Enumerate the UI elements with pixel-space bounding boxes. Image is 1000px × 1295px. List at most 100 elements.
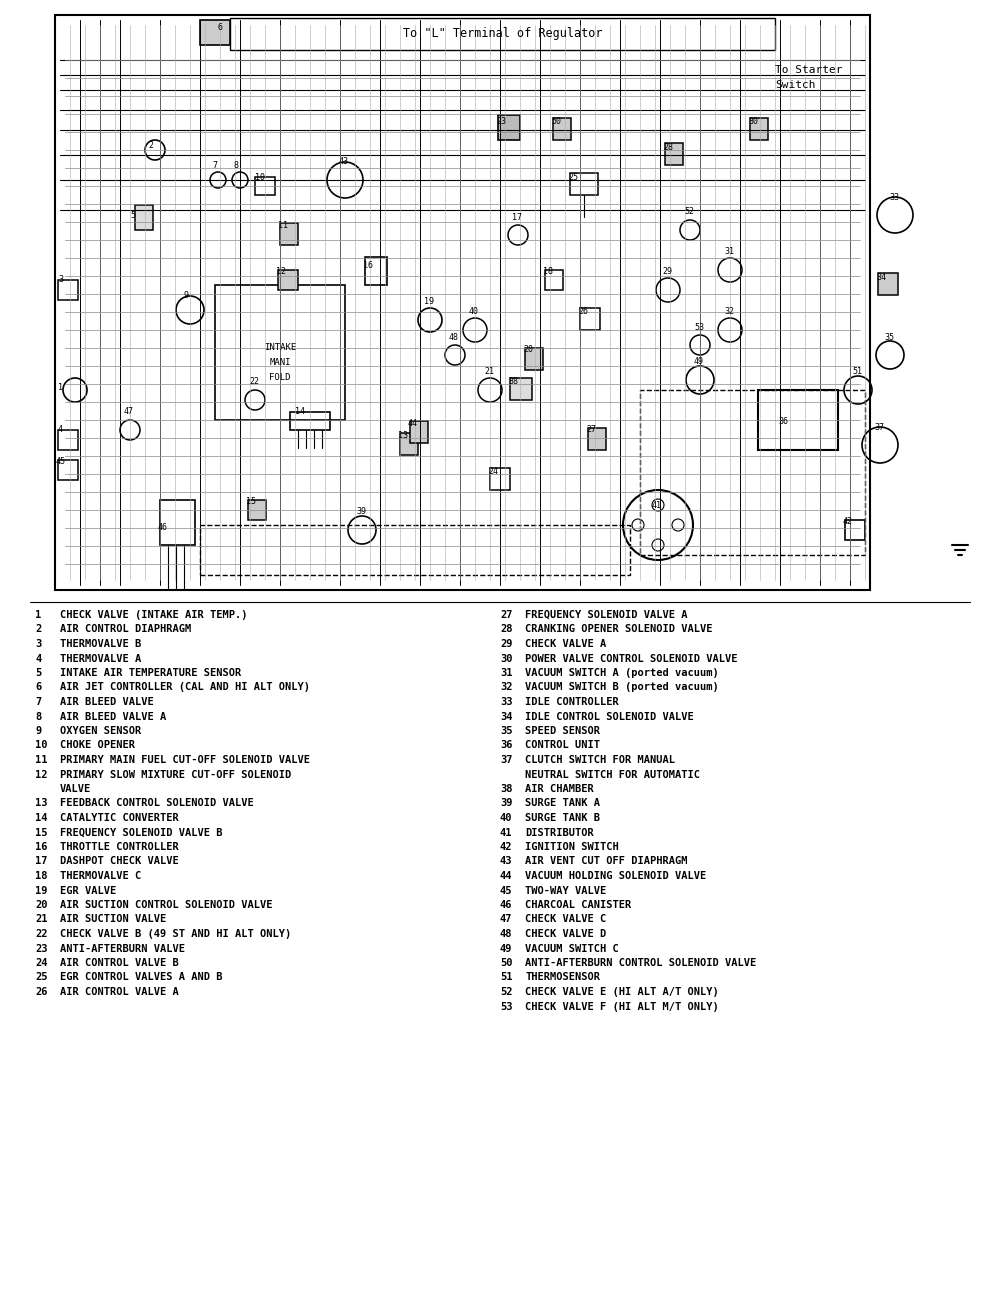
Bar <box>525 348 543 370</box>
Text: 33: 33 <box>500 697 512 707</box>
Text: 23: 23 <box>496 118 506 127</box>
Text: 27: 27 <box>500 610 512 620</box>
Text: 5: 5 <box>130 211 135 219</box>
Text: 43: 43 <box>500 856 512 866</box>
Text: PRIMARY MAIN FUEL CUT-OFF SOLENOID VALVE: PRIMARY MAIN FUEL CUT-OFF SOLENOID VALVE <box>60 755 310 765</box>
Text: FREQUENCY SOLENOID VALVE B: FREQUENCY SOLENOID VALVE B <box>60 828 222 838</box>
Text: 22: 22 <box>35 929 48 939</box>
Text: CATALYTIC CONVERTER: CATALYTIC CONVERTER <box>60 813 179 824</box>
Text: POWER VALVE CONTROL SOLENOID VALVE: POWER VALVE CONTROL SOLENOID VALVE <box>525 654 738 663</box>
Text: TWO-WAY VALVE: TWO-WAY VALVE <box>525 886 606 896</box>
Text: AIR VENT CUT OFF DIAPHRAGM: AIR VENT CUT OFF DIAPHRAGM <box>525 856 688 866</box>
Text: 50: 50 <box>500 958 512 967</box>
Text: 9: 9 <box>35 726 41 736</box>
Text: 28: 28 <box>663 142 673 152</box>
Text: 42: 42 <box>843 518 853 527</box>
Text: ANTI-AFTERBURN VALVE: ANTI-AFTERBURN VALVE <box>60 944 185 953</box>
Text: AIR CHAMBER: AIR CHAMBER <box>525 783 594 794</box>
Text: 26: 26 <box>578 307 588 316</box>
Text: 21: 21 <box>484 368 494 377</box>
Text: 48: 48 <box>500 929 512 939</box>
Text: PRIMARY SLOW MIXTURE CUT-OFF SOLENOID: PRIMARY SLOW MIXTURE CUT-OFF SOLENOID <box>60 769 291 780</box>
Text: 37: 37 <box>500 755 512 765</box>
Text: 53: 53 <box>500 1001 512 1011</box>
Text: 7: 7 <box>35 697 41 707</box>
Text: CHECK VALVE D: CHECK VALVE D <box>525 929 606 939</box>
Bar <box>200 524 630 575</box>
Text: CRANKING OPENER SOLENOID VALVE: CRANKING OPENER SOLENOID VALVE <box>525 624 712 635</box>
Text: 40: 40 <box>500 813 512 824</box>
Text: 33: 33 <box>889 193 899 202</box>
Bar <box>230 18 775 51</box>
Text: INTAKE AIR TEMPERATURE SENSOR: INTAKE AIR TEMPERATURE SENSOR <box>60 668 241 679</box>
Text: 35: 35 <box>884 333 894 342</box>
Bar <box>553 118 571 140</box>
Text: 35: 35 <box>500 726 512 736</box>
Text: AIR CONTROL DIAPHRAGM: AIR CONTROL DIAPHRAGM <box>60 624 191 635</box>
Text: 20: 20 <box>523 346 533 355</box>
Text: 25: 25 <box>568 172 578 181</box>
Text: VACUUM HOLDING SOLENOID VALVE: VACUUM HOLDING SOLENOID VALVE <box>525 872 706 881</box>
Text: 47: 47 <box>500 914 512 925</box>
Text: 43: 43 <box>339 158 349 167</box>
Text: 44: 44 <box>408 420 418 429</box>
Text: 14: 14 <box>295 408 305 417</box>
Text: 24: 24 <box>488 467 498 477</box>
Text: 49: 49 <box>500 944 512 953</box>
Text: 53: 53 <box>694 322 704 332</box>
Text: 12: 12 <box>276 268 286 277</box>
Text: 24: 24 <box>35 958 48 967</box>
Text: 20: 20 <box>35 900 48 910</box>
Text: THERMOVALVE B: THERMOVALVE B <box>60 638 141 649</box>
Text: FREQUENCY SOLENOID VALVE A: FREQUENCY SOLENOID VALVE A <box>525 610 688 620</box>
Text: 34: 34 <box>500 711 512 721</box>
Text: To "L" Terminal of Regulator: To "L" Terminal of Regulator <box>403 27 602 40</box>
Bar <box>290 412 330 430</box>
Bar <box>878 273 898 295</box>
Bar <box>510 378 532 400</box>
Text: 30: 30 <box>748 118 758 127</box>
Text: 34: 34 <box>876 272 886 281</box>
Text: To Starter: To Starter <box>775 65 842 75</box>
Text: 28: 28 <box>500 624 512 635</box>
Text: AIR JET CONTROLLER (CAL AND HI ALT ONLY): AIR JET CONTROLLER (CAL AND HI ALT ONLY) <box>60 682 310 693</box>
Bar <box>365 256 387 285</box>
Text: 46: 46 <box>158 522 168 531</box>
Text: 46: 46 <box>500 900 512 910</box>
Text: 18: 18 <box>35 872 48 881</box>
Text: 51: 51 <box>852 368 862 377</box>
Bar <box>58 430 78 449</box>
Text: AIR BLEED VALVE A: AIR BLEED VALVE A <box>60 711 166 721</box>
Text: AIR SUCTION VALVE: AIR SUCTION VALVE <box>60 914 166 925</box>
Text: 8: 8 <box>234 161 239 170</box>
Text: SPEED SENSOR: SPEED SENSOR <box>525 726 600 736</box>
Text: 51: 51 <box>500 973 512 983</box>
Text: 45: 45 <box>56 457 66 466</box>
Text: 38: 38 <box>500 783 512 794</box>
Text: ANTI-AFTERBURN CONTROL SOLENOID VALVE: ANTI-AFTERBURN CONTROL SOLENOID VALVE <box>525 958 756 967</box>
Bar <box>665 142 683 164</box>
Bar <box>400 433 418 455</box>
Text: CHECK VALVE (INTAKE AIR TEMP.): CHECK VALVE (INTAKE AIR TEMP.) <box>60 610 248 620</box>
Text: 3: 3 <box>58 276 63 285</box>
Text: CHECK VALVE C: CHECK VALVE C <box>525 914 606 925</box>
Text: 29: 29 <box>662 268 672 277</box>
Text: Switch: Switch <box>775 80 816 89</box>
Text: 44: 44 <box>500 872 512 881</box>
Text: EGR VALVE: EGR VALVE <box>60 886 116 896</box>
Bar <box>135 205 153 231</box>
Text: 25: 25 <box>35 973 48 983</box>
Text: 13: 13 <box>35 799 48 808</box>
Bar <box>580 308 600 330</box>
Text: 8: 8 <box>35 711 41 721</box>
Bar <box>758 390 838 449</box>
Text: 4: 4 <box>35 654 41 663</box>
Text: 14: 14 <box>35 813 48 824</box>
Text: AIR BLEED VALVE: AIR BLEED VALVE <box>60 697 154 707</box>
Text: IGNITION SWITCH: IGNITION SWITCH <box>525 842 619 852</box>
Text: 36: 36 <box>778 417 788 426</box>
Text: 17: 17 <box>512 214 522 223</box>
Text: IDLE CONTROLLER: IDLE CONTROLLER <box>525 697 619 707</box>
Text: NEUTRAL SWITCH FOR AUTOMATIC: NEUTRAL SWITCH FOR AUTOMATIC <box>525 769 700 780</box>
Bar <box>845 521 865 540</box>
